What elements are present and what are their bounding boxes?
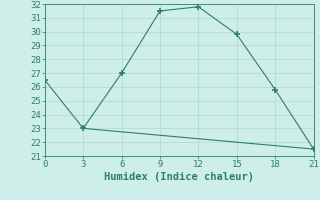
X-axis label: Humidex (Indice chaleur): Humidex (Indice chaleur): [104, 172, 254, 182]
